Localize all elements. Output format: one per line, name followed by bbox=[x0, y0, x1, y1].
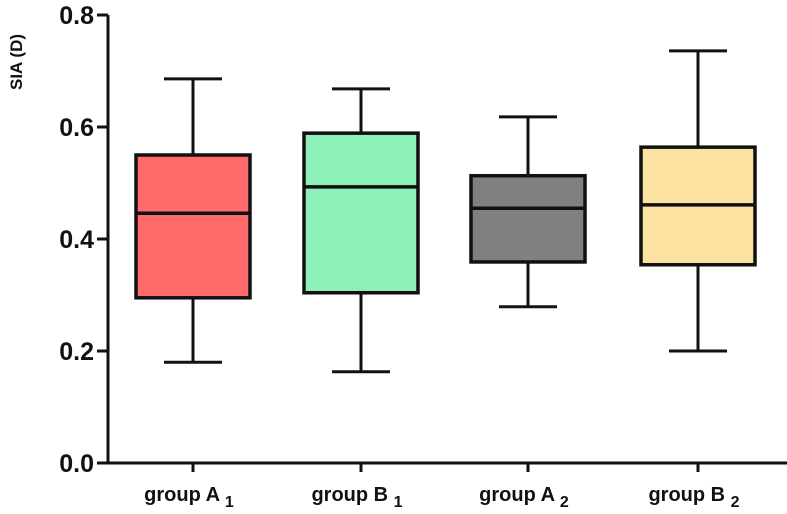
iqr-box bbox=[469, 173, 587, 264]
axes: 0.0 0.2 0.4 0.6 0.8 group A 1 group B 1 group A… bbox=[59, 2, 787, 511]
y-tick-label: 0.0 bbox=[59, 450, 94, 478]
y-tick-label: 0.6 bbox=[59, 114, 94, 142]
y-tick-label: 0.8 bbox=[59, 2, 94, 30]
boxes bbox=[134, 49, 757, 374]
y-tick-label: 0.2 bbox=[59, 338, 94, 366]
iqr-box bbox=[134, 153, 252, 300]
box-group-a2 bbox=[469, 115, 587, 309]
x-tick-label: group B 1 bbox=[311, 484, 402, 511]
y-axis-label: SIA (D) bbox=[7, 34, 26, 90]
iqr-box bbox=[302, 131, 420, 295]
x-tick-label: group A 1 bbox=[144, 484, 234, 511]
box-group-a1 bbox=[134, 77, 252, 364]
box-group-b2 bbox=[639, 49, 757, 353]
x-tick-label: group B 2 bbox=[648, 484, 739, 511]
x-tick-label: group A 2 bbox=[479, 484, 569, 511]
box-group-b1 bbox=[302, 87, 420, 374]
y-tick-label: 0.4 bbox=[59, 226, 94, 254]
